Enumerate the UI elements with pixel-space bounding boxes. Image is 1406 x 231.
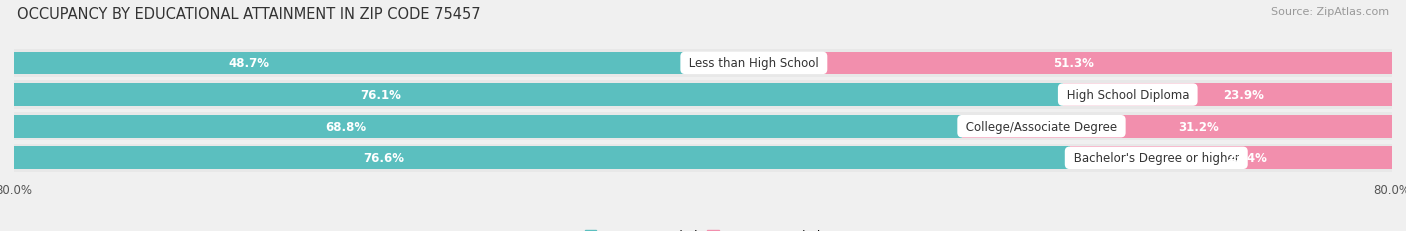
Bar — [14, 144, 1392, 172]
Legend: Owner-occupied, Renter-occupied: Owner-occupied, Renter-occupied — [579, 224, 827, 231]
Text: College/Associate Degree: College/Associate Degree — [962, 120, 1121, 133]
Text: OCCUPANCY BY EDUCATIONAL ATTAINMENT IN ZIP CODE 75457: OCCUPANCY BY EDUCATIONAL ATTAINMENT IN Z… — [17, 7, 481, 22]
Text: 31.2%: 31.2% — [1178, 120, 1219, 133]
Text: 48.7%: 48.7% — [228, 57, 270, 70]
Bar — [1070, 147, 1392, 170]
Text: 68.8%: 68.8% — [325, 120, 367, 133]
Bar — [962, 115, 1392, 138]
Text: Source: ZipAtlas.com: Source: ZipAtlas.com — [1271, 7, 1389, 17]
Bar — [14, 147, 1070, 170]
Text: High School Diploma: High School Diploma — [1063, 89, 1192, 102]
Bar — [1063, 84, 1392, 106]
Bar — [14, 112, 1392, 141]
Text: 51.3%: 51.3% — [1053, 57, 1094, 70]
Bar — [14, 84, 1063, 106]
Text: Bachelor's Degree or higher: Bachelor's Degree or higher — [1070, 152, 1243, 165]
Text: 23.4%: 23.4% — [1226, 152, 1267, 165]
Bar — [14, 49, 1392, 78]
Bar — [14, 81, 1392, 109]
Text: 76.1%: 76.1% — [360, 89, 402, 102]
Bar — [14, 52, 685, 75]
Bar — [14, 115, 962, 138]
Bar — [685, 52, 1392, 75]
Text: 76.6%: 76.6% — [363, 152, 404, 165]
Text: Less than High School: Less than High School — [685, 57, 823, 70]
Text: 23.9%: 23.9% — [1223, 89, 1264, 102]
